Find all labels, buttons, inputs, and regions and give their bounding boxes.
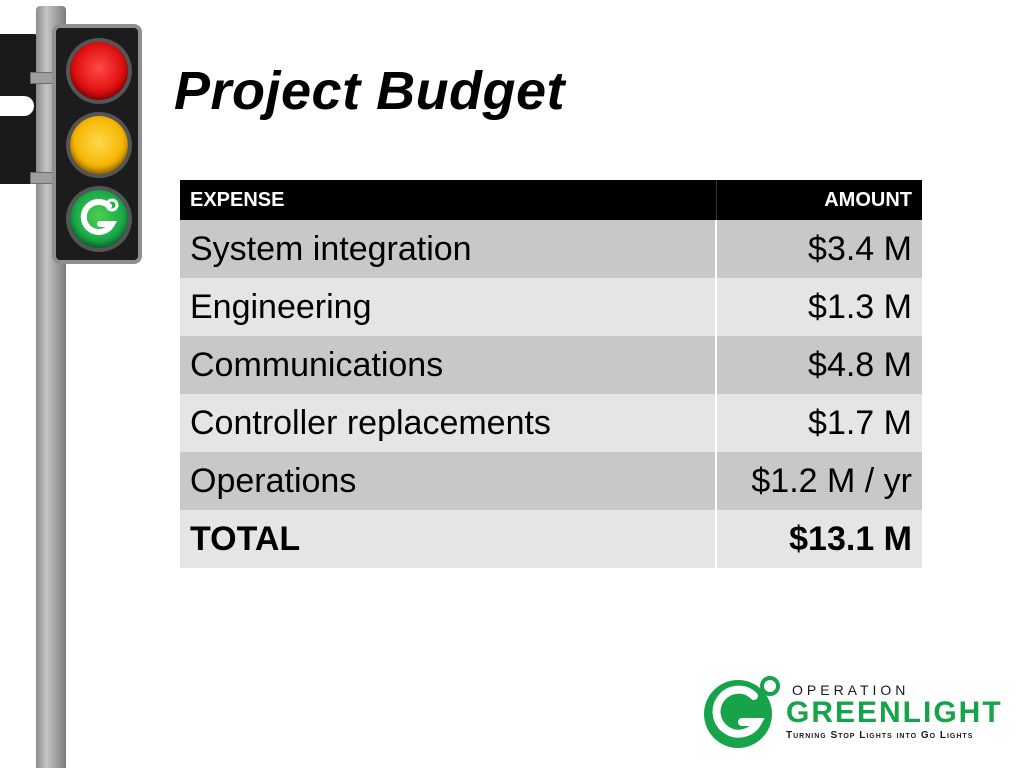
amount-cell: $3.4 M bbox=[715, 220, 922, 278]
yellow-light-icon bbox=[70, 116, 128, 174]
logo-text-greenlight: GREENLIGHT bbox=[786, 696, 1003, 729]
column-header-amount: AMOUNT bbox=[715, 180, 922, 220]
amount-cell: $1.3 M bbox=[715, 278, 922, 336]
green-light-icon bbox=[70, 190, 128, 248]
table-row: Controller replacements $1.7 M bbox=[180, 394, 922, 452]
amount-cell: $1.7 M bbox=[715, 394, 922, 452]
logo-text-operation: OPERATION bbox=[792, 682, 910, 698]
red-light-icon bbox=[70, 42, 128, 100]
logo-tagline: Turning Stop Lights into Go Lights bbox=[786, 730, 974, 741]
expense-cell: Controller replacements bbox=[180, 394, 716, 452]
table-row: Engineering $1.3 M bbox=[180, 278, 922, 336]
expense-cell: System integration bbox=[180, 220, 716, 278]
table-header-row: EXPENSE AMOUNT bbox=[180, 180, 922, 220]
table-row: Operations $1.2 M / yr bbox=[180, 452, 922, 510]
greenlight-g-icon bbox=[704, 676, 780, 748]
total-row: TOTAL $13.1 M bbox=[180, 510, 922, 568]
total-label: TOTAL bbox=[180, 510, 716, 568]
expense-cell: Operations bbox=[180, 452, 716, 510]
pole-bracket bbox=[30, 172, 54, 184]
expense-cell: Communications bbox=[180, 336, 716, 394]
column-header-expense: EXPENSE bbox=[180, 180, 716, 220]
table-row: System integration $3.4 M bbox=[180, 220, 922, 278]
pole-bracket bbox=[30, 72, 54, 84]
budget-table: EXPENSE AMOUNT System integration $3.4 M… bbox=[180, 180, 922, 568]
amount-cell: $1.2 M / yr bbox=[715, 452, 922, 510]
traffic-light-arm bbox=[0, 34, 40, 184]
table-row: Communications $4.8 M bbox=[180, 336, 922, 394]
total-amount: $13.1 M bbox=[715, 510, 922, 568]
page-title: Project Budget bbox=[174, 61, 566, 121]
traffic-light-housing bbox=[52, 24, 142, 264]
expense-cell: Engineering bbox=[180, 278, 716, 336]
operation-greenlight-logo: OPERATION GREENLIGHT Turning Stop Lights… bbox=[700, 672, 1010, 752]
amount-cell: $4.8 M bbox=[715, 336, 922, 394]
